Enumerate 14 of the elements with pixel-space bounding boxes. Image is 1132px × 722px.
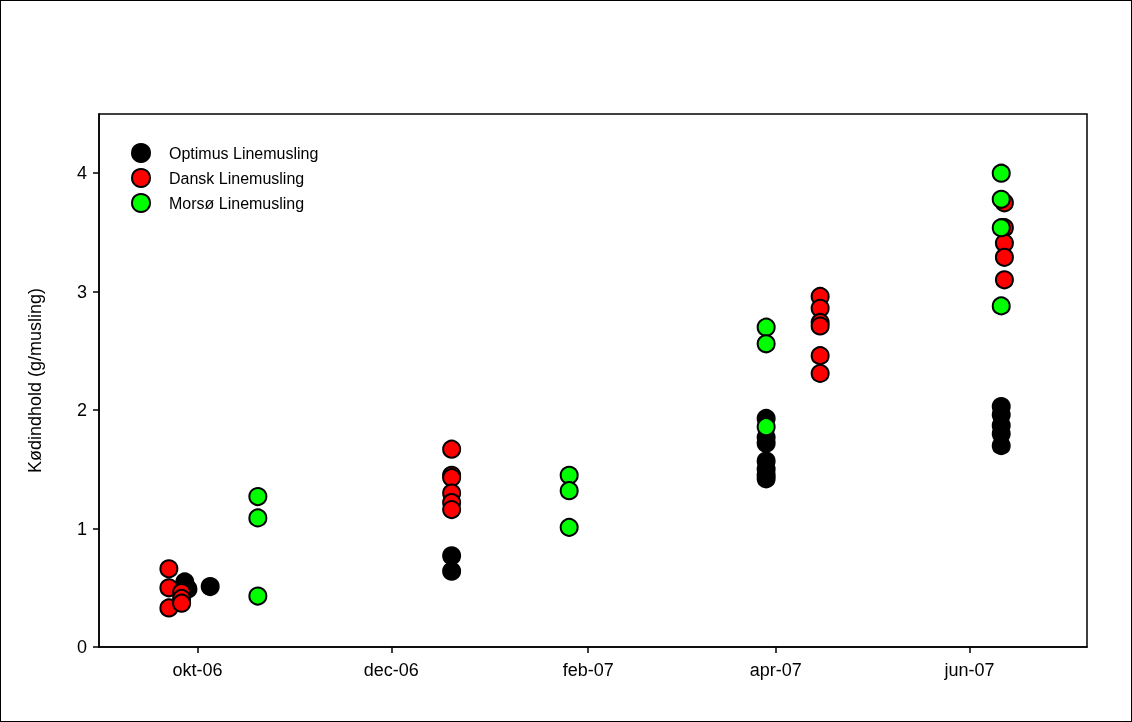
y-tick-label: 0 xyxy=(76,637,87,657)
x-tick-label: jun-07 xyxy=(943,660,995,680)
x-tick-label: okt-06 xyxy=(172,660,223,680)
y-tick-label: 4 xyxy=(76,163,87,184)
y-axis-title: Kødindhold (g/musling) xyxy=(25,287,45,474)
legend-label: Dansk Linemusling xyxy=(169,169,305,187)
x-tick-label: apr-07 xyxy=(749,660,802,680)
x-tick-label: feb-07 xyxy=(562,660,614,680)
y-tick-label: 2 xyxy=(76,400,87,421)
x-tick-label: dec-06 xyxy=(363,660,419,680)
legend-label: Morsø Linemusling xyxy=(169,194,305,212)
y-tick-label: 1 xyxy=(76,518,87,539)
legend-label: Optimus Linemusling xyxy=(169,144,319,162)
y-tick-label: 3 xyxy=(76,281,87,302)
